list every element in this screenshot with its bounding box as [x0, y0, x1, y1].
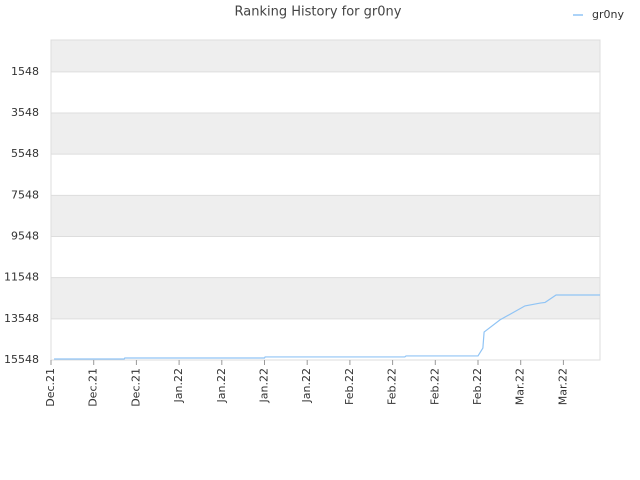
x-tick-label: Feb.22 [471, 368, 484, 405]
band [51, 113, 600, 155]
x-tick-label: Mar.22 [514, 368, 527, 405]
band [51, 154, 600, 196]
line [54, 294, 600, 360]
x-tick-label: Jan.22 [300, 368, 313, 403]
y-tick-label: 11548 [4, 271, 39, 284]
x-tick-label: Jan.22 [258, 368, 271, 403]
x-tick-label: Dec.21 [129, 368, 142, 407]
y-tick-label: 15548 [4, 353, 39, 366]
y-tick-label: 9548 [11, 230, 39, 243]
x-tick-label: Dec.21 [87, 368, 100, 407]
x-tick-label: Mar.22 [556, 368, 569, 405]
band [51, 318, 600, 360]
x-tick-label: Jan.22 [215, 368, 228, 403]
x-tick-label: Feb.22 [386, 368, 399, 405]
band [51, 71, 600, 114]
band [51, 277, 600, 319]
x-tick-label: Jan.22 [172, 368, 185, 403]
band [51, 40, 600, 72]
legend-label: gr0ny [592, 8, 624, 21]
band [51, 236, 600, 278]
y-tick-label: 3548 [11, 106, 39, 119]
chart-title: Ranking History for gr0ny [235, 5, 402, 20]
x-tick-label: Feb.22 [428, 368, 441, 405]
x-tick-label: Feb.22 [343, 368, 356, 405]
y-tick-label: 7548 [11, 188, 39, 201]
x-tick-label: Dec.21 [44, 368, 57, 407]
band [51, 195, 600, 237]
y-tick-label: 1548 [11, 65, 39, 78]
y-tick-label: 5548 [11, 147, 39, 160]
y-tick-label: 13548 [4, 312, 39, 325]
